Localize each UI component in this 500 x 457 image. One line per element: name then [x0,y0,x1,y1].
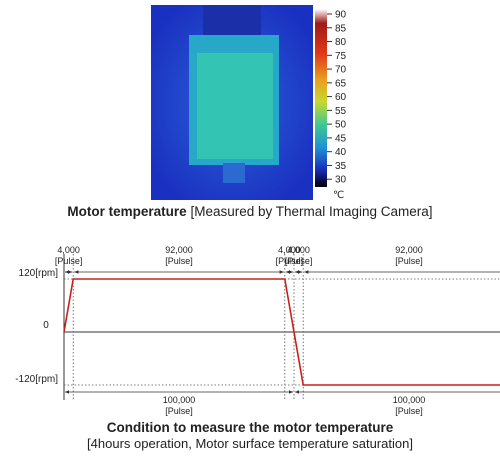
bottom-dimension-value: 100,000 [163,395,196,405]
y-tick-label: 120[rpm] [19,268,59,279]
top-dimension-unit: [Pulse] [55,256,83,266]
scale-label: 50 [335,120,347,131]
scale-label: 40 [335,147,347,158]
top-dimension-value: 4,000 [287,245,310,255]
speed-profile-line [63,278,500,386]
scale-label: 85 [335,23,347,34]
top-dimension-unit: [Pulse] [285,256,313,266]
scale-bar [315,9,327,187]
top-dimension-value: 92,000 [395,245,423,255]
scale-label: 55 [335,106,347,117]
bottom-dimension-unit: [Pulse] [395,406,423,416]
top-dimension-unit: [Pulse] [395,256,423,266]
top-dimension-value: 4,000 [278,245,301,255]
scale-label: 80 [335,37,347,48]
bottom-dimension-unit: [Pulse] [165,406,193,416]
thermal-image: 90 85 80 75 70 65 60 55 50 45 40 35 30 ℃ [151,5,347,200]
caption-top-bold: Motor temperature [67,204,187,219]
motor-face [197,53,273,159]
scale-label: 90 [335,10,347,21]
caption-bottom-title: Condition to measure the motor temperatu… [106,420,394,435]
y-tick-label: -120[rpm] [15,374,58,385]
top-dimension-value: 92,000 [165,245,193,255]
bottom-dimension-value: 100,000 [393,395,426,405]
scale-label: 65 [335,78,347,89]
top-dimension-unit: [Pulse] [165,256,193,266]
top-dimension-value: 4,000 [57,245,80,255]
scale-label: 70 [335,65,347,76]
motor-bottom-tab [223,163,245,183]
scale-unit: ℃ [333,190,344,200]
scale-label: 30 [335,175,347,186]
scale-ticks: 90 85 80 75 70 65 60 55 50 45 40 35 30 ℃ [327,10,347,200]
y-tick-label: 0 [43,320,49,331]
scale-label: 35 [335,161,347,172]
caption-bottom: Condition to measure the motor temperatu… [0,420,500,452]
top-dimension-unit: [Pulse] [276,256,304,266]
caption-bottom-subtitle: [4hours operation, Motor surface tempera… [87,436,413,451]
scale-label: 75 [335,51,347,62]
caption-top: Motor temperature [Measured by Thermal I… [0,204,500,219]
scale-label: 45 [335,133,347,144]
speed-profile-chart: 120[rpm]0-120[rpm]4,000[Pulse]92,000[Pul… [15,245,500,416]
caption-top-normal: [Measured by Thermal Imaging Camera] [190,204,433,219]
scale-label: 60 [335,92,347,103]
